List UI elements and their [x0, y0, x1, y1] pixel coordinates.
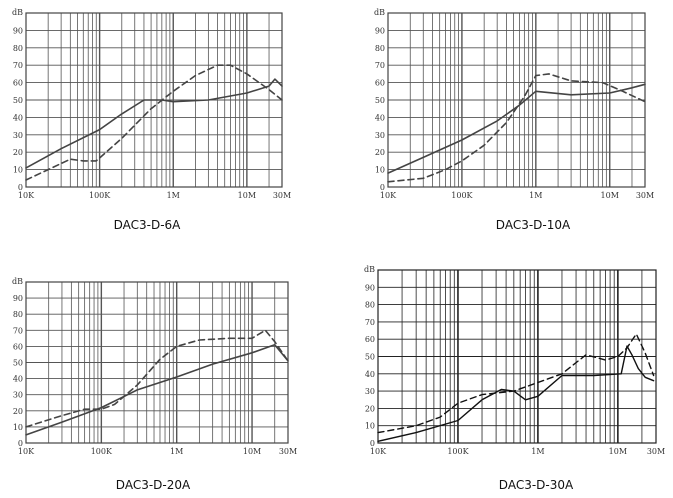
y-unit-label: dB	[374, 8, 385, 17]
plot-frame	[387, 12, 646, 188]
plot-frame	[25, 281, 289, 444]
y-tick-label: 70	[13, 326, 23, 335]
x-tick-label: 1M	[529, 191, 542, 200]
y-tick-label: 40	[375, 113, 385, 122]
y-tick-label: 80	[13, 44, 23, 53]
x-tick-label: 10M	[609, 447, 627, 456]
series-dashed-line	[25, 329, 289, 428]
y-tick-label: 30	[375, 131, 385, 140]
x-tick-label: 10K	[380, 191, 397, 200]
x-tick-label: 1M	[170, 447, 183, 456]
series-solid-line	[25, 78, 283, 169]
series-dashed-line	[377, 333, 655, 434]
chart-panel-4: 0 10 20 30 40 50 60 70 80 90 dB 10K 100K 1M 10M 30M DAC…	[330, 260, 673, 498]
chart-title-2: DAC3-D-10A	[495, 218, 571, 232]
y-tick-label: 20	[13, 407, 23, 416]
y-tick-label: 0	[380, 183, 385, 192]
chart-svg-2: 0 10 20 30 40 50 60 70 80 90 dB 10K 100K 1M 10M 30M	[374, 8, 654, 200]
y-tick-label: 90	[13, 26, 23, 35]
chart-title-1: DAC3-D-6A	[113, 218, 181, 232]
y-unit-label: dB	[12, 8, 23, 17]
y-tick-label: 90	[13, 294, 23, 303]
y-tick-label: 50	[13, 359, 23, 368]
y-tick-label: 10	[13, 166, 23, 175]
y-tick-label: 30	[13, 131, 23, 140]
y-tick-label: 30	[13, 391, 23, 400]
y-tick-label: 0	[370, 439, 375, 448]
chart-svg-1: 0 10 20 30 40 50 60 70 80 90 dB 10K 100K 1M 10M 30M	[12, 8, 291, 200]
plot-frame	[377, 269, 657, 444]
chart-title-4: DAC3-D-30A	[498, 478, 574, 492]
y-tick-label: 0	[18, 183, 23, 192]
x-tick-label: 10K	[18, 191, 35, 200]
y-tick-label: 80	[375, 44, 385, 53]
x-tick-label: 30M	[273, 191, 291, 200]
y-tick-label: 60	[375, 79, 385, 88]
y-tick-label: 50	[375, 96, 385, 105]
x-tick-label: 30M	[647, 447, 665, 456]
y-tick-label: 70	[375, 61, 385, 70]
y-tick-label: 10	[375, 166, 385, 175]
series-solid-line	[25, 344, 289, 436]
series-dashed-line	[25, 64, 283, 181]
x-tick-label: 100K	[89, 191, 111, 200]
x-tick-label: 10K	[370, 447, 387, 456]
y-tick-label: 50	[13, 96, 23, 105]
x-tick-label: 10M	[601, 191, 619, 200]
x-tick-label: 1M	[167, 191, 180, 200]
chart-panel-1: 0 10 20 30 40 50 60 70 80 90 dB 10K 100K 1M 10M 30M DAC…	[0, 0, 330, 245]
y-tick-label: 40	[13, 113, 23, 122]
x-tick-label: 10K	[18, 447, 35, 456]
x-tick-label: 100K	[447, 447, 469, 456]
x-tick-label: 100K	[91, 447, 113, 456]
y-tick-label: 10	[13, 423, 23, 432]
chart-title-3: DAC3-D-20A	[115, 478, 191, 492]
x-tick-label: 30M	[279, 447, 297, 456]
y-tick-label: 80	[13, 310, 23, 319]
y-tick-label: 60	[13, 342, 23, 351]
chart-panel-3: 0 10 20 30 40 50 60 70 80 90 dB 10K 100K 1M 10M 30M DAC…	[0, 260, 330, 498]
y-tick-label: 90	[375, 26, 385, 35]
series-dashed-line	[387, 73, 646, 183]
x-tick-label: 30M	[636, 191, 654, 200]
y-unit-label: dB	[364, 265, 375, 274]
x-tick-label: 1M	[531, 447, 544, 456]
y-tick-label: 60	[365, 335, 375, 344]
y-tick-label: 40	[13, 375, 23, 384]
y-tick-label: 0	[18, 439, 23, 448]
y-tick-label: 70	[13, 61, 23, 70]
x-tick-label: 100K	[451, 191, 473, 200]
y-tick-label: 40	[365, 370, 375, 379]
x-tick-label: 10M	[238, 191, 256, 200]
grid	[388, 13, 646, 187]
y-tick-label: 70	[365, 318, 375, 327]
y-tick-label: 10	[365, 422, 375, 431]
y-tick-label: 30	[365, 387, 375, 396]
grid	[26, 282, 289, 443]
chart-svg-3: 0 10 20 30 40 50 60 70 80 90 dB 10K 100K 1M 10M 30M	[12, 277, 297, 456]
chart-panel-2: 0 10 20 30 40 50 60 70 80 90 dB 10K 100K 1M 10M 30M DAC…	[330, 0, 673, 245]
y-tick-label: 80	[365, 301, 375, 310]
y-tick-label: 50	[365, 353, 375, 362]
y-tick-label: 20	[375, 148, 385, 157]
grid	[378, 270, 657, 443]
y-tick-label: 20	[13, 148, 23, 157]
y-tick-label: 60	[13, 79, 23, 88]
y-unit-label: dB	[12, 277, 23, 286]
x-tick-label: 10M	[243, 447, 261, 456]
y-tick-label: 90	[365, 283, 375, 292]
chart-svg-4: 0 10 20 30 40 50 60 70 80 90 dB 10K 100K 1M 10M 30M	[364, 265, 665, 456]
series-solid-line	[377, 345, 655, 443]
y-tick-label: 20	[365, 404, 375, 413]
